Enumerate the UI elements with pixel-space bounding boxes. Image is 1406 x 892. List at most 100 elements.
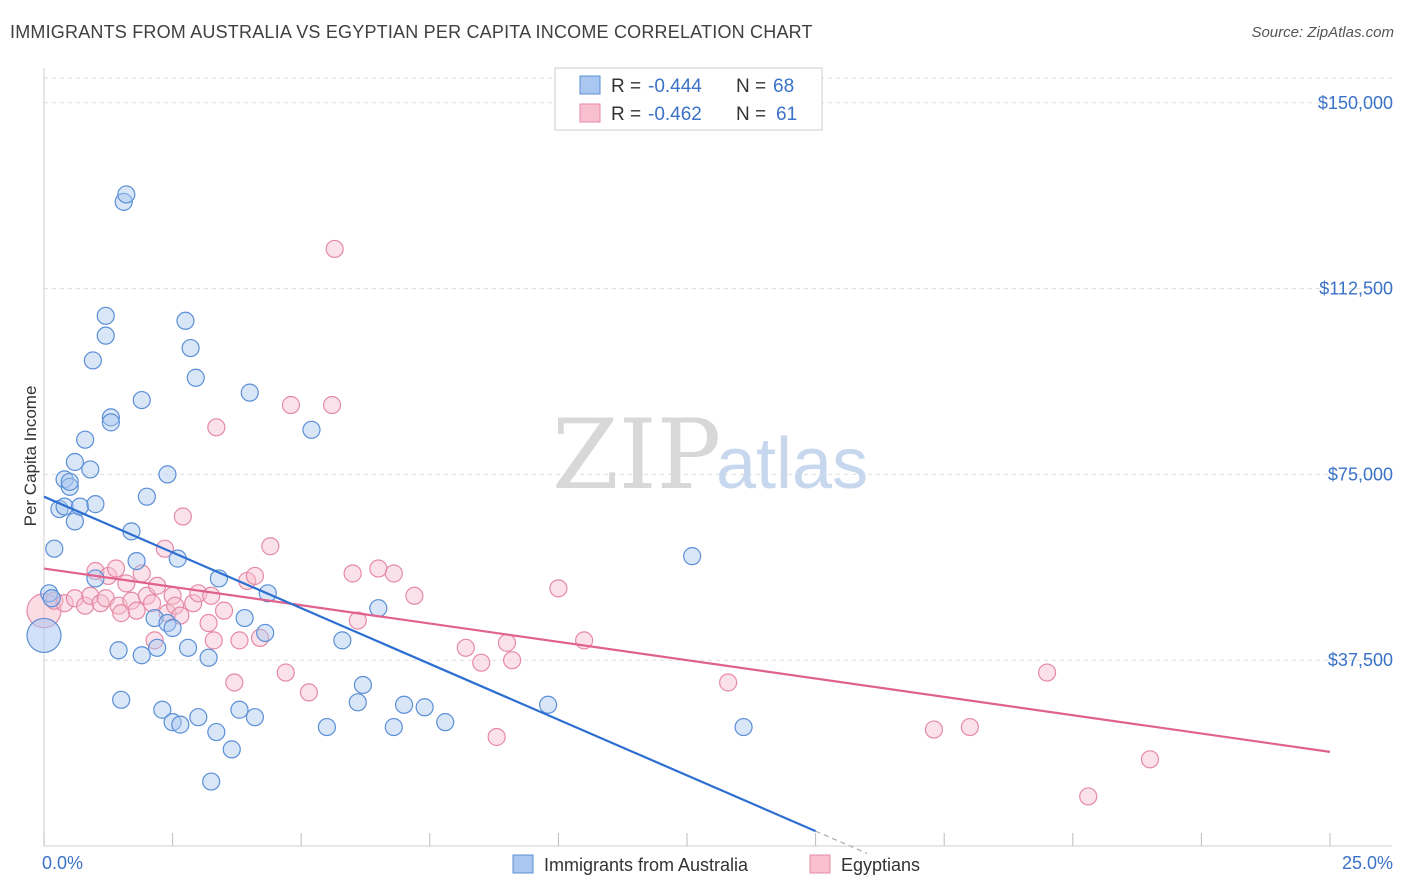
- legend-top: R = -0.444 N = 68 R = -0.462 N = 61: [554, 67, 823, 131]
- legend-n-value-1: 68: [773, 76, 794, 97]
- australia-point-38: [176, 311, 195, 330]
- australia-point-6: [60, 477, 79, 496]
- y-axis-tick-labels: $37,500 $75,000 $112,500 $150,000: [1318, 93, 1393, 670]
- egyptians-point-61: [1079, 787, 1098, 806]
- australia-point-45: [207, 722, 226, 742]
- egyptians-point-57: [719, 673, 738, 692]
- australia-point-40: [181, 338, 200, 358]
- egyptians-point-42: [299, 683, 319, 702]
- australia-point-13: [83, 351, 102, 370]
- legend-r-value-1: -0.444: [648, 76, 702, 97]
- australia-point-12: [81, 460, 100, 479]
- egyptians-point-47: [369, 559, 388, 578]
- australia-point-44: [202, 772, 221, 791]
- australia-point-14: [86, 495, 105, 514]
- australia-point-21: [112, 690, 131, 709]
- legend-bottom-swatch-pink: [809, 854, 831, 874]
- egyptians-point-24: [166, 596, 185, 615]
- australia-point-66: [734, 717, 753, 737]
- australia-point-20: [109, 641, 128, 660]
- legend-n-value-2: 61: [776, 104, 797, 125]
- egyptians-point-35: [230, 631, 249, 650]
- chart-title: IMMIGRANTS FROM AUSTRALIA VS EGYPTIAN PE…: [10, 22, 813, 42]
- egyptians-point-55: [549, 579, 568, 598]
- y-tick-label-2: $112,500: [1319, 279, 1393, 299]
- australia-point-62: [415, 698, 434, 717]
- australia-point-47: [222, 740, 241, 759]
- egyptians-point-46: [348, 611, 367, 630]
- australia-point-63: [436, 713, 455, 732]
- x-tick-label-max: 25.0%: [1342, 853, 1393, 873]
- x-tick-label-min: 0.0%: [42, 853, 83, 873]
- x-axis-ticks: [43, 833, 1331, 846]
- australia-point-17: [96, 326, 115, 345]
- australia-point-64: [539, 695, 558, 714]
- trend-line-australia: [43, 495, 817, 833]
- egyptians-point-38: [250, 628, 270, 647]
- australia-point-43: [199, 648, 218, 667]
- legend-swatch-blue: [579, 75, 601, 95]
- australia-point-15: [86, 569, 105, 588]
- australia-point-31: [153, 700, 172, 719]
- australia-point-59: [369, 599, 388, 618]
- australia-point-19: [101, 413, 120, 432]
- australia-point-67: [42, 589, 61, 608]
- egyptians-point-54: [503, 651, 522, 670]
- australia-point-33: [158, 465, 177, 484]
- egyptians-point-62: [1140, 750, 1160, 769]
- australia-point-61: [394, 695, 414, 714]
- egyptians-point-40: [276, 663, 295, 682]
- australia-point-8: [65, 452, 84, 472]
- series-australia-points: [26, 185, 753, 791]
- trend-line-egyptians: [43, 567, 1331, 753]
- australia-point-42: [189, 708, 208, 727]
- y-tick-label-1: $75,000: [1328, 464, 1393, 484]
- australia-point-25: [127, 551, 146, 571]
- egyptians-point-31: [204, 631, 223, 650]
- australia-point-27: [132, 646, 151, 665]
- australia-point-57: [348, 693, 367, 712]
- australia-point-58: [353, 675, 373, 695]
- egyptians-point-7: [91, 594, 110, 613]
- series-egyptians-points: [26, 239, 1160, 806]
- egyptians-point-37: [245, 566, 265, 586]
- australia-point-41: [186, 368, 205, 387]
- egyptians-point-32: [207, 418, 226, 437]
- legend-r-label-1: R =: [611, 76, 641, 97]
- australia-point-22: [114, 192, 133, 211]
- egyptians-point-44: [325, 239, 344, 259]
- egyptians-point-60: [1037, 663, 1057, 682]
- australia-point-28: [137, 487, 156, 506]
- egyptians-point-18: [142, 594, 162, 613]
- egyptians-point-53: [497, 633, 517, 652]
- egyptians-point-29: [199, 613, 218, 633]
- australia-point-52: [256, 623, 275, 643]
- australia-point-39: [178, 638, 198, 657]
- legend-bottom-swatch-blue: [512, 854, 534, 874]
- trend-line-australia-extension: [815, 830, 868, 854]
- australia-point-34: [163, 618, 182, 638]
- australia-point-60: [384, 717, 403, 737]
- watermark-zip: ZIP: [552, 399, 721, 511]
- egyptians-point-13: [117, 574, 136, 593]
- egyptians-point-5: [81, 586, 100, 605]
- egyptians-point-34: [225, 673, 244, 692]
- egyptians-point-49: [405, 586, 424, 605]
- egyptians-point-33: [214, 601, 234, 620]
- australia-point-48: [230, 700, 249, 719]
- egyptians-point-4: [76, 596, 95, 615]
- australia-point-26: [132, 390, 151, 410]
- egyptians-point-48: [384, 564, 403, 583]
- legend-bottom-label-australia: Immigrants from Australia: [544, 855, 749, 875]
- australia-point-37: [171, 715, 190, 734]
- australia-point-16: [96, 306, 115, 325]
- legend-n-label-2: N =: [736, 104, 766, 125]
- australia-point-23: [117, 185, 136, 204]
- australia-point-51: [245, 708, 265, 727]
- australia-point-54: [302, 420, 321, 439]
- australia-point-0: [26, 617, 62, 654]
- legend-bottom: Immigrants from Australia Egyptians: [512, 854, 920, 875]
- egyptians-point-12: [112, 604, 131, 623]
- australia-point-49: [235, 608, 254, 628]
